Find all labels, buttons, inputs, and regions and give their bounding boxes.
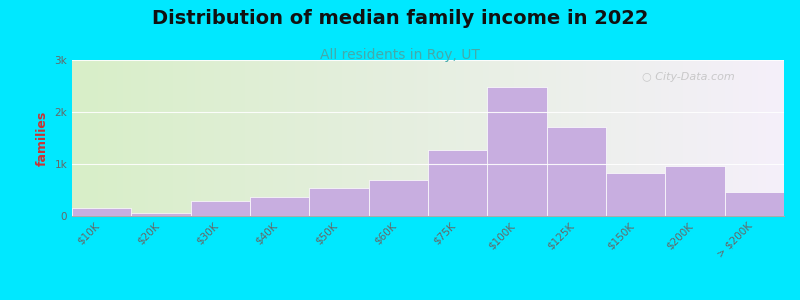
Bar <box>131 213 190 216</box>
Bar <box>369 180 428 216</box>
Bar <box>428 150 487 216</box>
Bar <box>190 201 250 216</box>
Bar <box>725 192 784 216</box>
Bar <box>310 188 369 216</box>
Bar <box>487 87 546 216</box>
Text: ○ City-Data.com: ○ City-Data.com <box>642 73 734 82</box>
Bar <box>666 166 725 216</box>
Y-axis label: families: families <box>36 110 49 166</box>
Text: Distribution of median family income in 2022: Distribution of median family income in … <box>152 9 648 28</box>
Text: All residents in Roy, UT: All residents in Roy, UT <box>320 48 480 62</box>
Bar <box>72 208 131 216</box>
Bar <box>606 173 666 216</box>
Bar <box>250 197 310 216</box>
Bar <box>546 127 606 216</box>
